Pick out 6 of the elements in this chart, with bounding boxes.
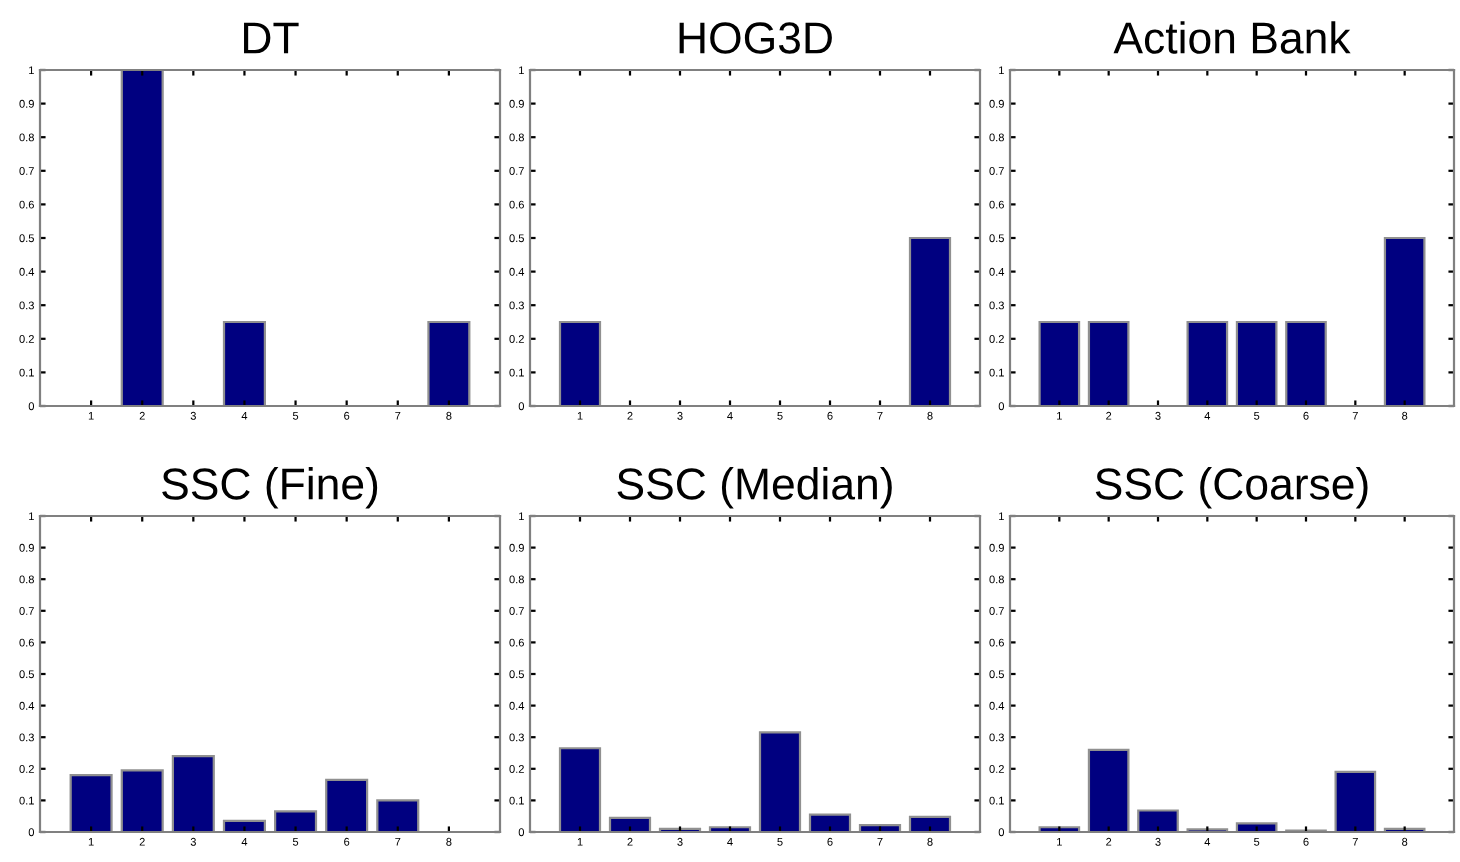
chart-title: DT	[244, 22, 299, 54]
chart-title: HOG3D	[679, 22, 832, 54]
chart-title: SSC (Fine)	[162, 467, 378, 509]
chart-title: Action Bank	[1113, 21, 1351, 54]
chart-title: SSC (Median)	[617, 467, 892, 509]
chart-title: SSC (Coarse)	[1095, 467, 1368, 509]
